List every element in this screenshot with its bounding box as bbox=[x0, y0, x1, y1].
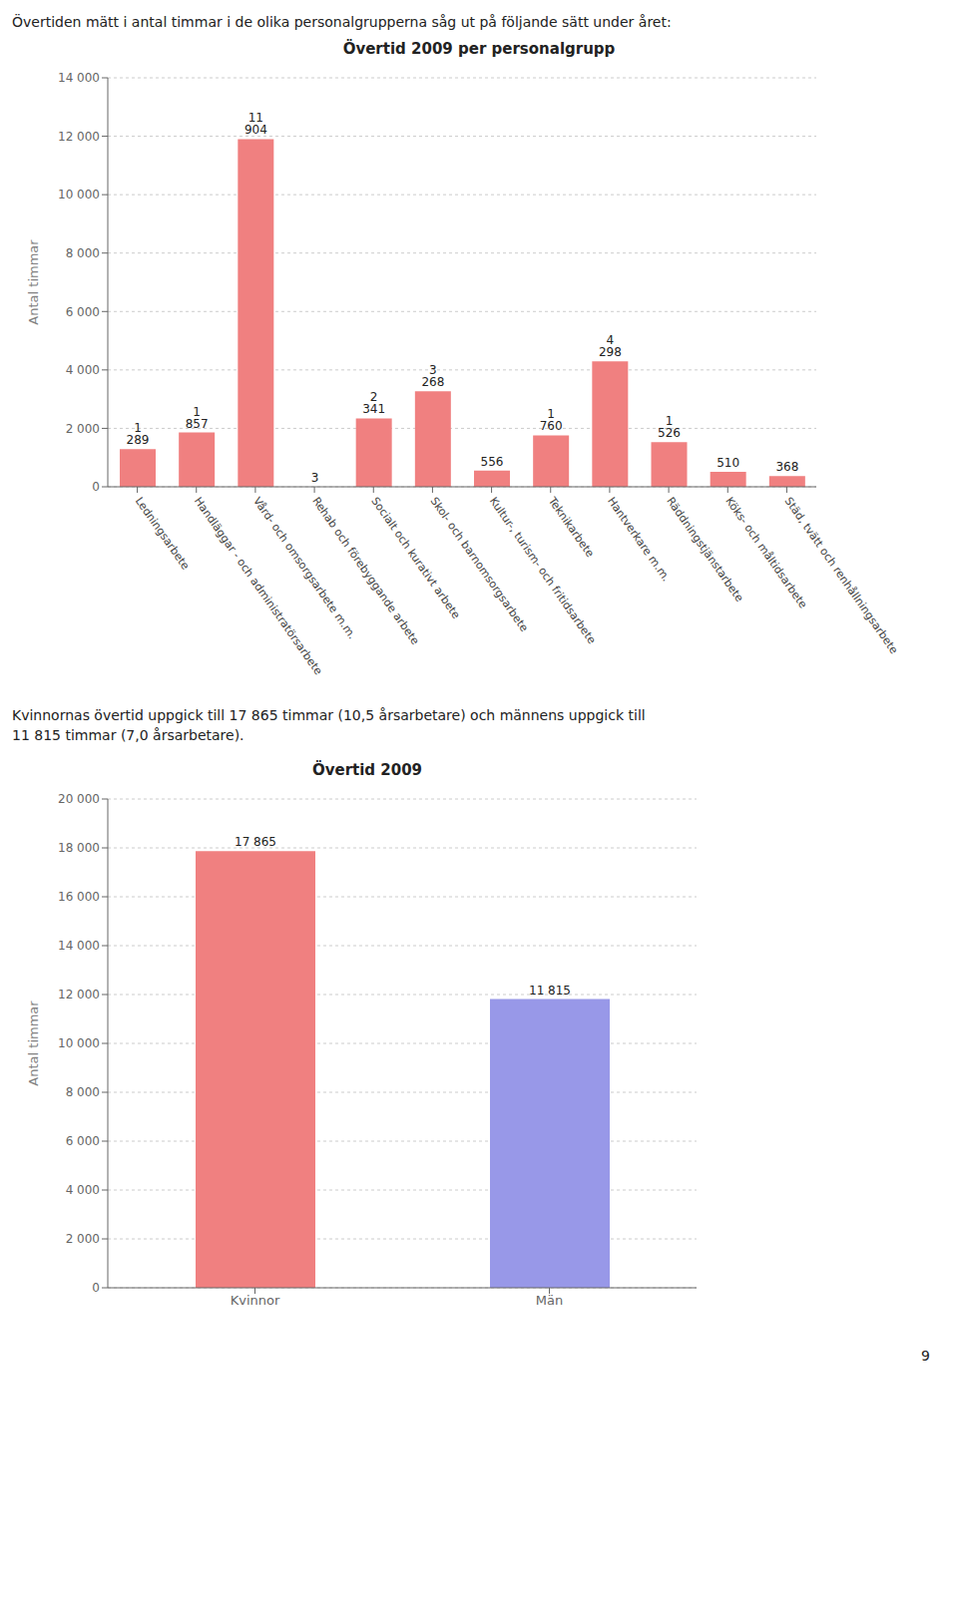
svg-text:Män: Män bbox=[535, 1293, 563, 1309]
svg-text:368: 368 bbox=[775, 460, 799, 475]
svg-text:11 815: 11 815 bbox=[528, 983, 571, 998]
svg-text:14 000: 14 000 bbox=[57, 939, 100, 954]
svg-text:Kvinnor: Kvinnor bbox=[230, 1293, 281, 1309]
svg-text:10 000: 10 000 bbox=[57, 1036, 100, 1051]
svg-text:20 000: 20 000 bbox=[57, 792, 100, 807]
svg-text:Kultur-, turism- och fritidsar: Kultur-, turism- och fritidsarbete bbox=[486, 494, 599, 647]
svg-text:1857: 1857 bbox=[185, 405, 209, 432]
svg-text:4 000: 4 000 bbox=[65, 1183, 100, 1198]
svg-text:Ledningsarbete: Ledningsarbete bbox=[132, 494, 193, 573]
svg-text:Rehab och förebyggande arbete: Rehab och förebyggande arbete bbox=[309, 494, 423, 648]
svg-text:Teknikarbete: Teknikarbete bbox=[544, 493, 597, 560]
svg-text:Räddningstjänstarbete: Räddningstjänstarbete bbox=[663, 494, 746, 605]
svg-text:2341: 2341 bbox=[362, 390, 386, 417]
svg-text:3268: 3268 bbox=[421, 363, 445, 390]
svg-text:8 000: 8 000 bbox=[65, 1085, 100, 1100]
svg-text:1760: 1760 bbox=[539, 407, 563, 434]
svg-text:4298: 4298 bbox=[598, 333, 622, 360]
svg-text:Hantverkare m.m.: Hantverkare m.m. bbox=[604, 494, 673, 584]
html-text:Övertid 2009 per personalgrupp: Övertid 2009 per personalgrupp bbox=[342, 39, 616, 58]
svg-text:6 000: 6 000 bbox=[65, 305, 100, 320]
svg-text:3: 3 bbox=[311, 471, 320, 485]
svg-text:16 000: 16 000 bbox=[57, 890, 100, 905]
svg-text:556: 556 bbox=[480, 455, 504, 470]
svg-text:0: 0 bbox=[91, 479, 100, 494]
svg-text:2 000: 2 000 bbox=[65, 1232, 100, 1247]
svg-text:1526: 1526 bbox=[657, 414, 681, 441]
svg-text:11904: 11904 bbox=[244, 110, 268, 137]
html-text:11 815 timmar (7,0 årsarbetare: 11 815 timmar (7,0 årsarbetare). bbox=[11, 727, 245, 744]
svg-text:12 000: 12 000 bbox=[57, 987, 100, 1002]
html-text:9: 9 bbox=[921, 1348, 931, 1365]
svg-text:10 000: 10 000 bbox=[57, 187, 100, 202]
svg-text:14 000: 14 000 bbox=[57, 70, 100, 85]
svg-text:6 000: 6 000 bbox=[65, 1134, 100, 1149]
svg-text:2 000: 2 000 bbox=[65, 422, 100, 437]
svg-text:18 000: 18 000 bbox=[57, 841, 100, 856]
html-text:Övertid 2009: Övertid 2009 bbox=[312, 761, 423, 780]
svg-text:Städ, tvätt och renhållningsar: Städ, tvätt och renhållningsarbete bbox=[782, 494, 902, 657]
svg-text:1289: 1289 bbox=[126, 421, 150, 448]
svg-text:Antal timmar: Antal timmar bbox=[25, 1000, 41, 1087]
svg-text:4 000: 4 000 bbox=[65, 363, 100, 378]
svg-text:8 000: 8 000 bbox=[65, 246, 100, 261]
html-text:Kvinnornas övertid uppgick til: Kvinnornas övertid uppgick till 17 865 t… bbox=[11, 707, 646, 724]
svg-text:Skol- och barnomsorgsarbete: Skol- och barnomsorgsarbete bbox=[428, 494, 531, 635]
svg-text:Antal timmar: Antal timmar bbox=[25, 239, 41, 326]
svg-text:Handläggar - och administratör: Handläggar - och administratörsarbete bbox=[191, 494, 326, 678]
svg-text:Socialt och kurativt arbete: Socialt och kurativt arbete bbox=[368, 494, 463, 622]
html-text:Övertiden mätt i antal timmar: Övertiden mätt i antal timmar i de olika… bbox=[11, 13, 672, 30]
svg-text:12 000: 12 000 bbox=[57, 129, 100, 144]
svg-text:17 865: 17 865 bbox=[234, 835, 277, 850]
svg-text:Köks- och måltidsarbete: Köks- och måltidsarbete bbox=[722, 494, 810, 612]
svg-text:510: 510 bbox=[716, 456, 740, 471]
svg-text:0: 0 bbox=[91, 1281, 100, 1296]
svg-text:Vård- och omsorgsarbete m.m.: Vård- och omsorgsarbete m.m. bbox=[250, 494, 359, 642]
